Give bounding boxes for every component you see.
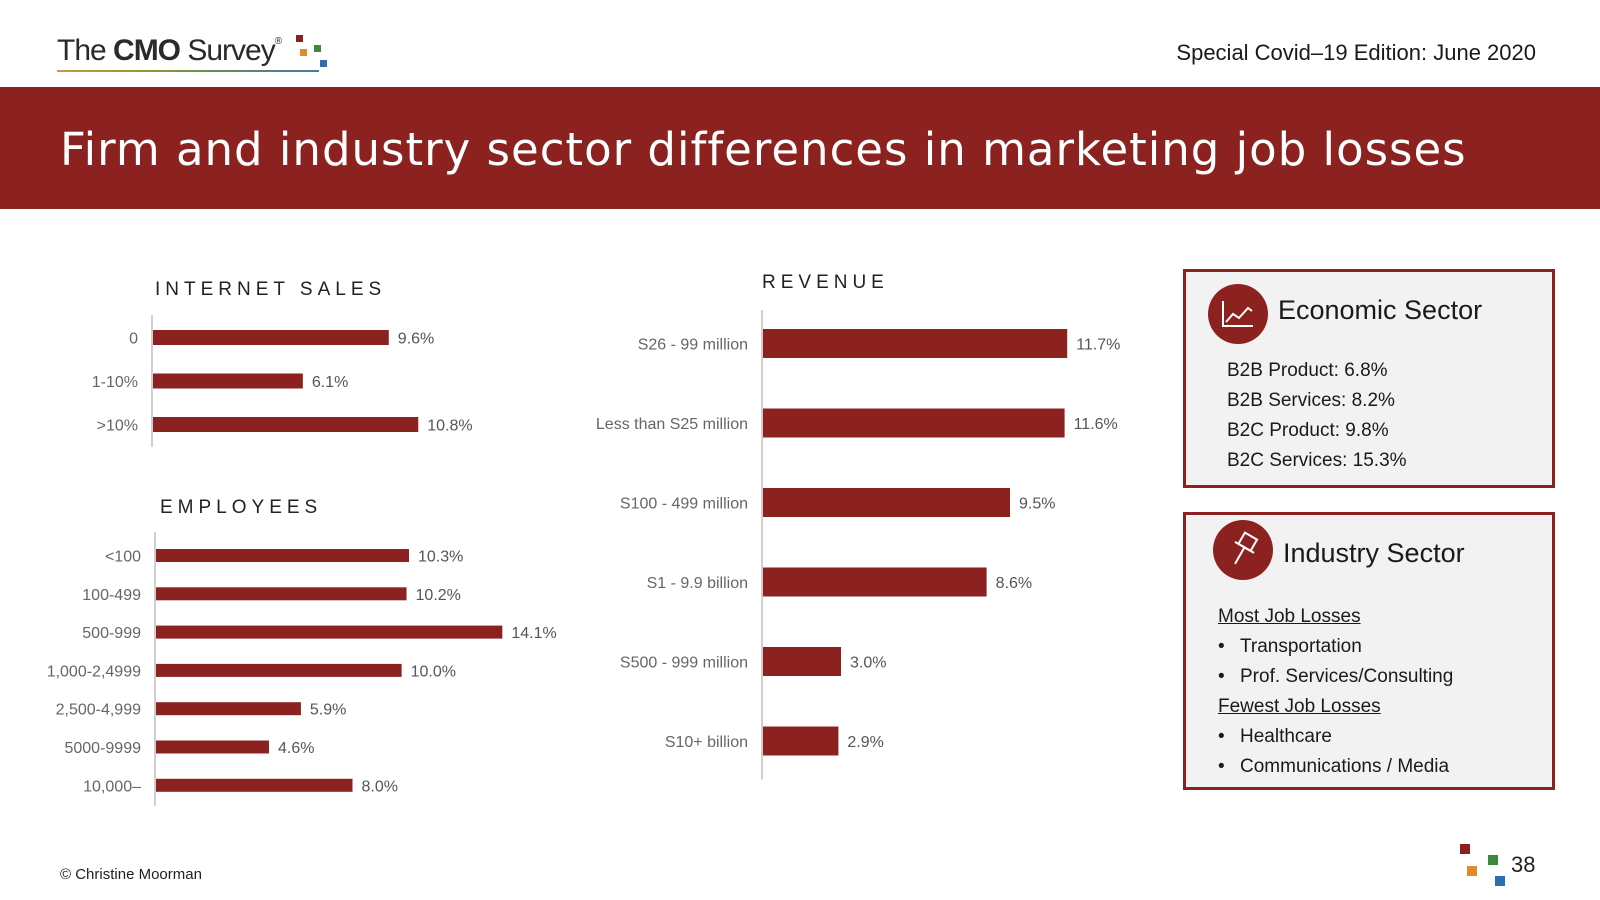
value-label: 10.0% [411,663,456,680]
category-label: S26 - 99 million [638,337,748,354]
bar [763,726,839,756]
line-chart-icon [1208,284,1268,344]
bar [763,408,1065,438]
value-label: 10.8% [427,418,472,435]
value-label: 2.9% [847,734,883,751]
logo-underline [57,70,319,72]
category-label: 5000-9999 [64,740,141,757]
bar [153,330,389,345]
fewest-item: Healthcare [1240,726,1332,747]
fewest-item: Communications / Media [1240,756,1450,777]
bar [156,778,353,792]
employees-bar-chart: <100 10.3% 100-499 10.2% 500-999 14.1% 1,000-2… [47,532,557,806]
pushpin-icon [1213,520,1273,580]
edition-label: Special Covid–19 Edition: June 2020 [1176,40,1536,65]
category-label: 500-999 [82,625,141,642]
bar [763,567,987,597]
category-label: 100-499 [82,587,141,604]
value-label: 8.6% [996,575,1032,592]
logo-wordmark: The CMO Survey® [57,34,282,67]
most-item: Prof. Services/Consulting [1240,666,1454,687]
category-label: S100 - 499 million [620,496,748,513]
most-item: Transportation [1240,636,1362,657]
value-label: 9.6% [398,331,434,348]
bullet: • [1218,666,1225,687]
economic-line: B2C Services: 15.3% [1227,450,1407,471]
logo-square-red [296,35,303,42]
category-label: >10% [97,418,138,435]
revenue-bar-chart: S26 - 99 million 11.7% Less than S25 milli… [596,310,1120,780]
category-label: 10,000– [83,778,141,795]
bar [153,373,303,389]
bar [153,417,419,432]
category-label: S10+ billion [665,734,748,751]
economic-sector-title: Economic Sector [1278,295,1483,325]
industry-sector-title: Industry Sector [1283,538,1465,568]
category-label: Less than S25 million [596,416,748,433]
value-label: 10.3% [418,549,463,566]
value-label: 11.7% [1076,337,1120,354]
value-label: 3.0% [850,655,886,672]
internet-sales-chart-title: INTERNET SALES [155,279,387,300]
category-label: 1,000-2,4999 [47,663,141,680]
value-label: 4.6% [278,740,314,757]
footer-square-blue [1495,876,1505,886]
value-label: 8.0% [362,778,398,795]
bar [156,549,409,562]
copyright: © Christine Moorman [60,866,202,883]
footer-square-orange [1467,866,1477,876]
employees-chart-title: EMPLOYEES [160,497,323,518]
bullet: • [1218,726,1225,747]
revenue-chart-title: REVENUE [762,272,889,293]
value-label: 9.5% [1019,496,1055,513]
cmo-survey-logo: The CMO Survey® [57,30,347,74]
value-label: 11.6% [1074,416,1118,433]
internet-sales-bar-chart: 0 9.6% 1-10% 6.1% >10% 10.8% [92,315,473,447]
logo-square-orange [300,49,307,56]
bar [156,702,301,716]
value-label: 10.2% [416,587,461,604]
bar [156,587,407,601]
fewest-job-losses-heading: Fewest Job Losses [1218,696,1381,717]
category-label: 1-10% [92,374,138,391]
value-label: 6.1% [312,374,348,391]
economic-sector-box: Economic Sector B2B Product: 6.8% B2B Se… [1183,269,1555,488]
economic-line: B2B Product: 6.8% [1227,360,1388,381]
footer-square-red [1460,844,1470,854]
logo-square-blue [320,60,327,67]
bar [763,647,841,676]
most-job-losses-heading: Most Job Losses [1218,606,1361,627]
page-title: Firm and industry sector differences in … [60,123,1467,176]
category-label: <100 [105,549,141,566]
category-label: 2,500-4,999 [56,702,142,719]
value-label: 5.9% [310,702,346,719]
page-number: 38 [1511,852,1536,877]
footer-square-green [1488,855,1498,865]
category-label: 0 [129,331,138,348]
bar [763,488,1010,517]
bullet: • [1218,756,1225,777]
bar [156,663,402,677]
economic-line: B2B Services: 8.2% [1227,390,1395,411]
title-banner: Firm and industry sector differences in … [0,87,1600,209]
category-label: S1 - 9.9 billion [647,575,748,592]
category-label: S500 - 999 million [620,655,748,672]
bar [763,329,1068,358]
logo-square-green [314,45,321,52]
value-label: 14.1% [511,625,556,642]
bar [156,740,269,754]
bullet: • [1218,636,1225,657]
industry-sector-box: Industry Sector Most Job Losses • Transp… [1183,512,1555,790]
economic-line: B2C Product: 9.8% [1227,420,1389,441]
bar [156,625,503,639]
